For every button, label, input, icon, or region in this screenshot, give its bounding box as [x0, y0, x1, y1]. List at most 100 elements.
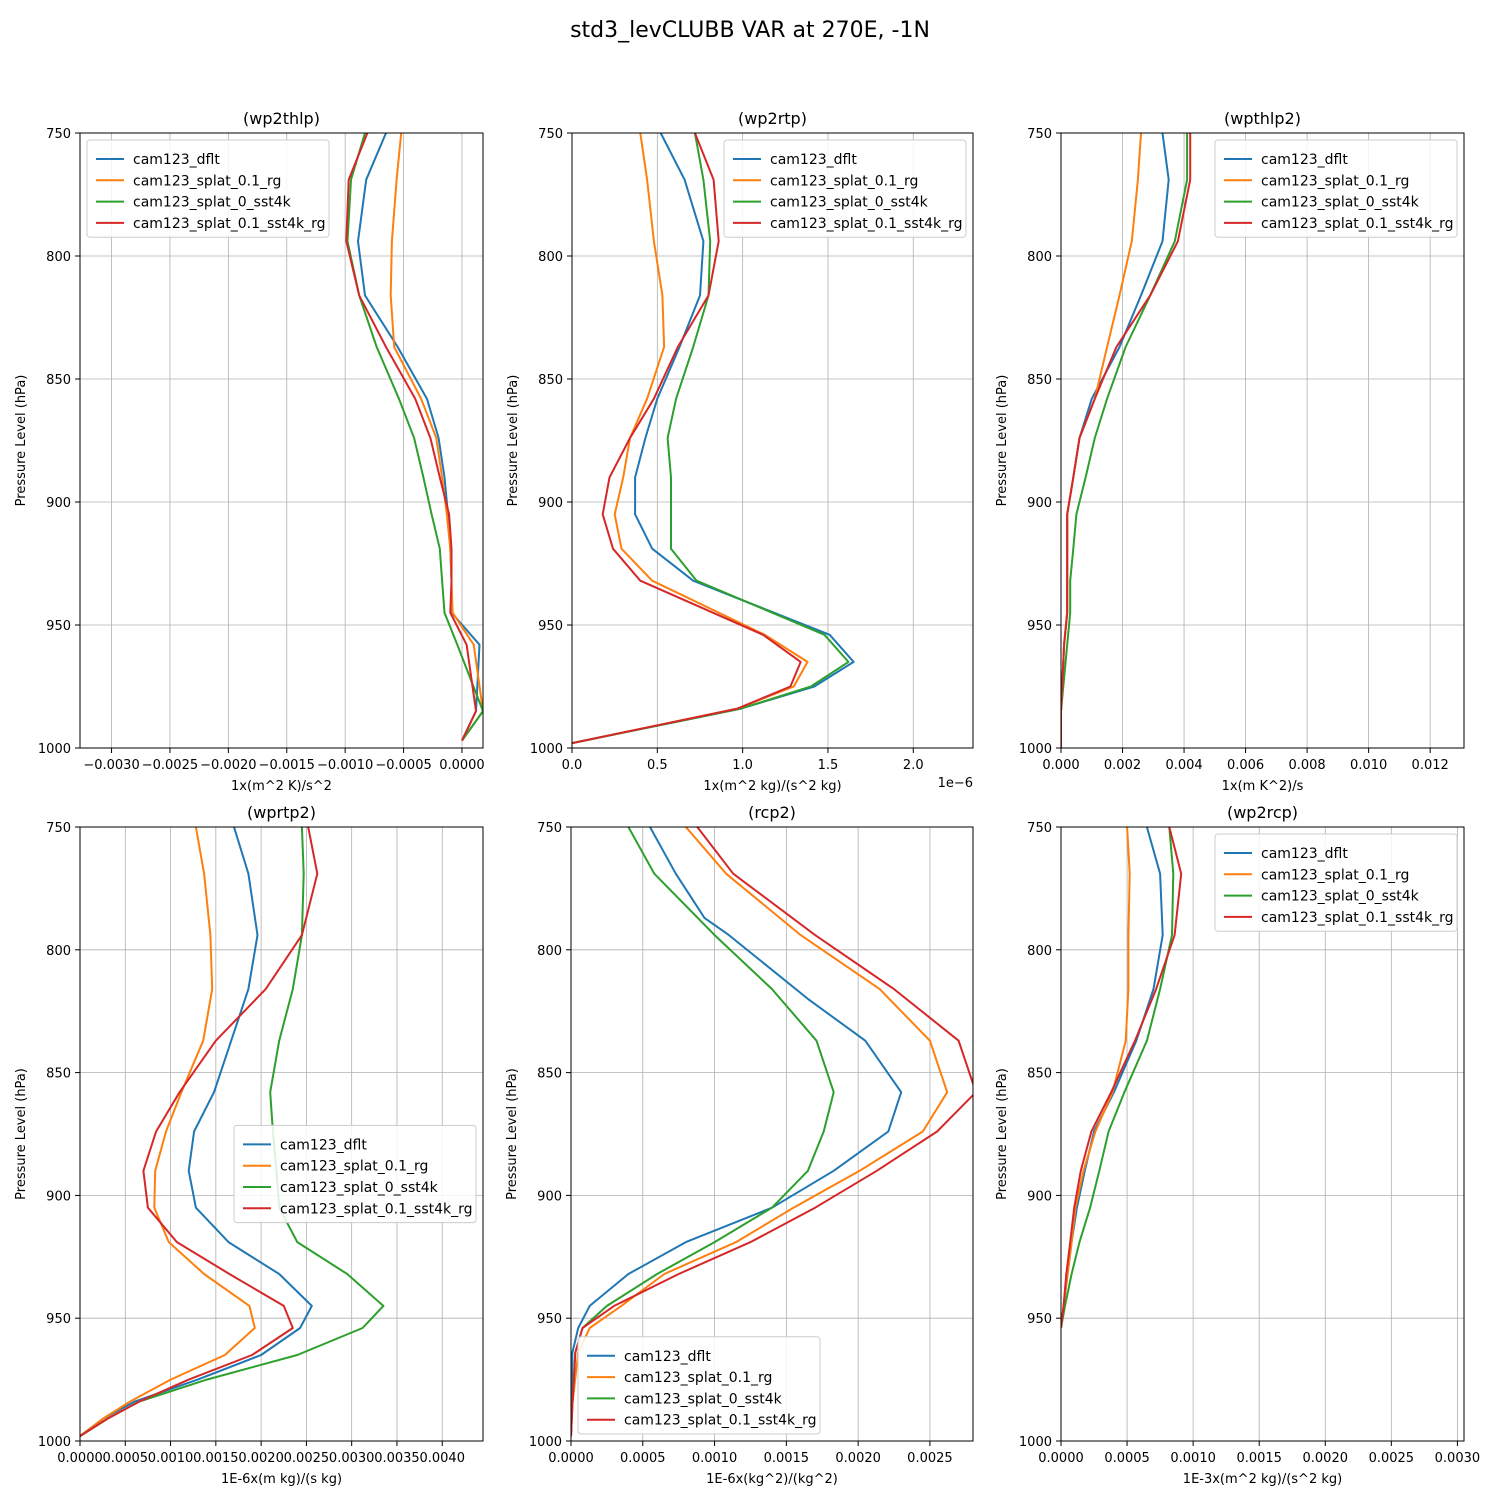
y-tick-label: 850 — [46, 1067, 71, 1082]
legend-entry: cam123_splat_0.1_rg — [133, 173, 281, 189]
y-tick-label: 1000 — [1019, 1435, 1052, 1450]
y-tick-label: 1000 — [1019, 742, 1052, 757]
legend: cam123_dflt cam123_splat_0.1_rg cam123_spl… — [577, 1336, 821, 1435]
y-axis-label: Pressure Level (hPa) — [505, 1068, 520, 1200]
y-tick-label: 900 — [538, 496, 563, 511]
x-tick-label: 0.0030 — [1435, 1451, 1481, 1466]
y-axis-label: Pressure Level (hPa) — [995, 375, 1010, 507]
legend-entry: cam123_splat_0.1_sst4k_rg — [770, 216, 963, 232]
y-tick-label: 950 — [538, 619, 563, 634]
x-tick-label: 0.008 — [1288, 758, 1325, 773]
x-tick-label: 0.0010 — [692, 1451, 738, 1466]
legend-entry: cam123_splat_0_sst4k — [1261, 195, 1420, 211]
series-line-cam123_splat_0_sst4k — [1061, 827, 1175, 1329]
legend-entry: cam123_splat_0.1_sst4k_rg — [1261, 216, 1454, 232]
y-tick-label: 1000 — [38, 742, 71, 757]
y-axis-label: Pressure Level (hPa) — [995, 1068, 1010, 1200]
series-line-cam123_dflt — [572, 133, 855, 745]
x-tick-label: −0.0005 — [375, 758, 431, 773]
chart-panel-5: 0.0000 0.0005 0.0010 0.0015 0.0020 0.0025 750 8… — [505, 803, 974, 1487]
y-tick-label: 850 — [537, 1067, 562, 1082]
y-tick-label: 1000 — [38, 1435, 71, 1450]
x-tick-label: 0.5 — [647, 758, 668, 773]
y-tick-label: 950 — [46, 1312, 71, 1327]
y-tick-label: 950 — [1027, 619, 1052, 634]
legend-box — [1214, 139, 1458, 238]
panel-title: (wp2thlp) — [243, 109, 320, 128]
y-tick-label: 900 — [46, 1189, 71, 1204]
series-line-cam123_splat_0.1_sst4k_rg — [345, 133, 477, 742]
y-tick-label: 900 — [1027, 496, 1052, 511]
legend-box — [1214, 833, 1458, 932]
series-line-cam123_dflt — [571, 827, 903, 1437]
y-tick-label: 950 — [1027, 1312, 1052, 1327]
series-line-cam123_splat_0.1_sst4k_rg — [1061, 827, 1183, 1329]
x-tick-label: 0.006 — [1227, 758, 1264, 773]
y-tick-label: 900 — [1027, 1189, 1052, 1204]
y-tick-label: 800 — [46, 250, 71, 265]
y-tick-label: 900 — [46, 496, 71, 511]
y-tick-label: 750 — [538, 127, 563, 142]
y-tick-label: 800 — [1027, 250, 1052, 265]
y-tick-label: 750 — [1027, 821, 1052, 836]
y-tick-label: 800 — [1027, 944, 1052, 959]
legend-entry: cam123_splat_0_sst4k — [770, 195, 929, 211]
legend-entry: cam123_dflt — [1261, 846, 1348, 862]
series-line-cam123_splat_0.1_sst4k_rg — [572, 133, 802, 745]
legend-entry: cam123_splat_0_sst4k — [133, 195, 292, 211]
panel-title: (wp2rtp) — [738, 109, 807, 128]
legend-entry: cam123_splat_0.1_rg — [1261, 867, 1409, 883]
x-axis-label: 1E-3x(m^2 kg)/(s^2 kg) — [1183, 1472, 1342, 1487]
x-tick-label: 0.0025 — [907, 1451, 953, 1466]
x-tick-label: 0.0000 — [439, 758, 485, 773]
legend-entry: cam123_splat_0.1_sst4k_rg — [280, 1201, 473, 1217]
x-tick-label: 0.0000 — [548, 1451, 594, 1466]
series-line-cam123_splat_0.1_rg — [572, 133, 809, 745]
chart-panel-1: −0.0030 −0.0025 −0.0020 −0.0015 −0.0010 −0.00… — [14, 109, 485, 794]
legend-entry: cam123_dflt — [1261, 152, 1348, 168]
x-tick-label: 0.0025 — [1369, 1451, 1415, 1466]
x-axis-label: 1x(m^2 K)/s^2 — [231, 779, 332, 794]
axes-frame — [1060, 132, 1465, 749]
x-tick-label: 0.0005 — [103, 1451, 149, 1466]
axes-frame — [571, 132, 974, 749]
legend-entry: cam123_splat_0.1_rg — [770, 173, 918, 189]
legend-entry: cam123_splat_0.1_sst4k_rg — [1261, 910, 1454, 926]
figure-title: std3_levCLUBB VAR at 270E, -1N — [570, 18, 930, 43]
y-tick-label: 800 — [537, 944, 562, 959]
legend-box — [86, 139, 330, 238]
legend-entry: cam123_splat_0.1_rg — [624, 1370, 772, 1386]
legend-box — [723, 139, 967, 238]
x-tick-label: −0.0030 — [83, 758, 139, 773]
x-tick-label: 1.5 — [818, 758, 839, 773]
x-tick-label: 0.004 — [1165, 758, 1202, 773]
y-tick-label: 800 — [538, 250, 563, 265]
legend-entry: cam123_splat_0.1_sst4k_rg — [624, 1413, 817, 1429]
y-axis-label: Pressure Level (hPa) — [506, 375, 521, 507]
y-tick-label: 850 — [46, 373, 71, 388]
legend-entry: cam123_splat_0_sst4k — [1261, 889, 1420, 905]
series-line-cam123_splat_0_sst4k — [572, 133, 850, 745]
x-tick-label: 0.000 — [1042, 758, 1079, 773]
series-line-cam123_splat_0.1_sst4k_rg — [80, 827, 319, 1437]
x-tick-label: 0.0030 — [329, 1451, 375, 1466]
x-tick-label: 0.0015 — [764, 1451, 810, 1466]
x-tick-label: 0.0025 — [284, 1451, 330, 1466]
series-line-cam123_splat_0.1_sst4k_rg — [1061, 133, 1192, 748]
x-tick-label: 0.0020 — [238, 1451, 284, 1466]
legend-entry: cam123_dflt — [133, 152, 220, 168]
chart-panel-2: 0.0 0.5 1.0 1.5 2.0 750 800 850 900 950 1000 (wp2rt… — [506, 109, 974, 794]
legend-entry: cam123_splat_0.1_rg — [1261, 173, 1409, 189]
x-tick-label: 0.0015 — [193, 1451, 239, 1466]
panel-title: (rcp2) — [748, 803, 796, 822]
x-tick-label: 0.0010 — [1170, 1451, 1216, 1466]
x-tick-label: 0.0 — [562, 758, 583, 773]
x-tick-label: −0.0020 — [200, 758, 256, 773]
legend: cam123_dflt cam123_splat_0.1_rg cam123_spl… — [1214, 139, 1458, 238]
x-tick-label: −0.0015 — [259, 758, 315, 773]
legend: cam123_dflt cam123_splat_0.1_rg cam123_spl… — [86, 139, 330, 238]
legend-entry: cam123_splat_0_sst4k — [280, 1180, 439, 1196]
axes-frame — [79, 132, 484, 749]
